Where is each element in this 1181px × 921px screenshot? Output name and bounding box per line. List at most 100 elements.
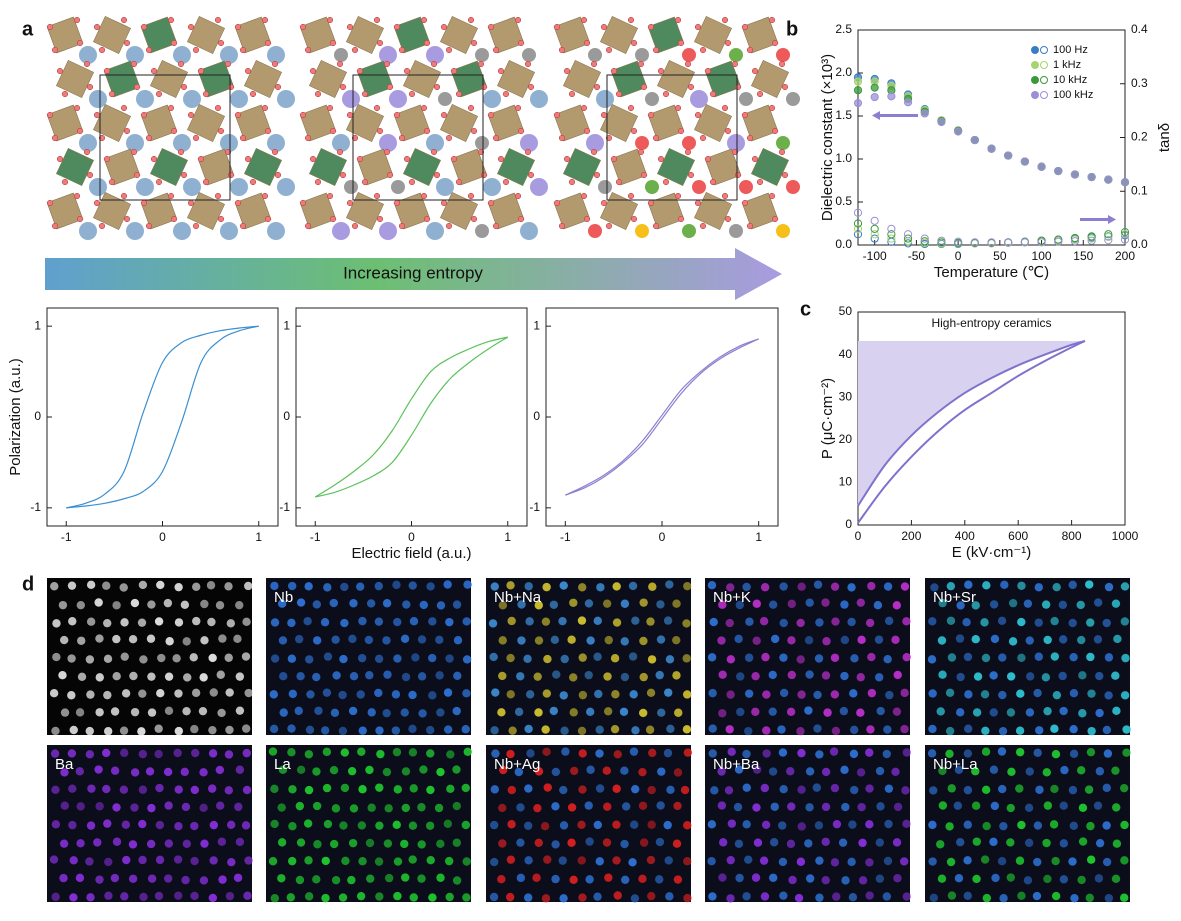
oxygen	[721, 192, 729, 200]
atom-column	[882, 749, 891, 759]
atom-column	[409, 893, 418, 902]
atom-column	[321, 726, 330, 735]
eds-map: Nb+Na	[486, 578, 692, 736]
atom-column	[778, 821, 787, 830]
atom-column	[199, 768, 208, 777]
atom-column	[419, 765, 428, 774]
atom-column	[595, 784, 605, 793]
atom-column	[322, 747, 332, 757]
y-tick-label: -1	[30, 500, 41, 514]
atom-column	[525, 690, 535, 699]
atom-column	[498, 601, 508, 610]
cation	[332, 222, 350, 240]
atom-column	[1052, 582, 1061, 592]
axis-arrow	[872, 111, 918, 120]
oxygen	[746, 46, 754, 54]
atom-column	[418, 709, 427, 718]
atom-column	[428, 617, 437, 626]
atom-column	[348, 706, 358, 716]
atom-column	[506, 581, 515, 590]
oxygen	[756, 178, 764, 186]
atom-column	[1068, 785, 1078, 795]
atom-column	[893, 873, 902, 883]
oxygen	[202, 178, 210, 186]
atom-column	[744, 689, 754, 698]
atom-column	[382, 599, 392, 608]
atom-column	[884, 819, 893, 829]
atom-column	[517, 636, 526, 645]
x-tick-label: 800	[1062, 529, 1082, 543]
atom-column	[832, 892, 841, 901]
atom-column	[787, 599, 796, 609]
atom-column	[192, 616, 201, 626]
oxygen	[123, 39, 131, 47]
oxygen	[234, 23, 242, 31]
eds-map: Nb+La	[925, 745, 1131, 903]
atom-column	[174, 726, 184, 736]
atom-column	[604, 635, 613, 645]
atom-column	[902, 617, 911, 626]
atom-column	[304, 856, 313, 865]
atom-column	[86, 893, 95, 902]
atom-column	[452, 801, 462, 811]
octahedron	[741, 104, 779, 142]
atom-column	[761, 820, 771, 829]
atom-column	[321, 856, 330, 866]
atom-column	[982, 581, 991, 590]
atom-column	[865, 820, 874, 829]
atom-column	[384, 804, 393, 813]
atom-column	[312, 767, 321, 776]
atom-column	[797, 748, 806, 758]
entropy-arrow	[45, 248, 782, 300]
oxygen	[86, 83, 94, 91]
atom-column	[893, 670, 902, 680]
atom-column	[146, 839, 156, 849]
data-point	[987, 144, 996, 153]
atom-column	[542, 689, 552, 698]
atom-column	[947, 653, 957, 662]
octahedron	[599, 191, 639, 231]
atom-column	[383, 670, 392, 679]
eds-map: Ba	[47, 745, 253, 903]
atom-column	[1112, 706, 1121, 716]
atom-column	[157, 653, 166, 663]
atom-column	[742, 749, 751, 759]
atom-column	[1077, 766, 1086, 775]
atom-column	[491, 749, 500, 758]
atom-column	[147, 874, 157, 883]
atom-column	[1059, 801, 1068, 810]
atom-column	[628, 858, 637, 867]
atom-column	[596, 583, 605, 592]
atom-column	[840, 671, 849, 681]
atom-column	[190, 821, 199, 831]
oxygen	[326, 104, 334, 112]
atom-column	[726, 690, 735, 699]
atom-column	[812, 783, 822, 792]
atom-column	[304, 582, 313, 591]
atom-column	[241, 724, 251, 733]
atom-column	[928, 689, 937, 698]
atom-column	[1113, 634, 1122, 644]
oxygen	[768, 192, 776, 200]
legend-label: 100 Hz	[1053, 44, 1088, 56]
atom-column	[796, 655, 805, 664]
oxygen	[150, 155, 158, 163]
atom-column	[751, 873, 761, 882]
atom-column	[1078, 803, 1088, 813]
octahedron	[356, 60, 394, 98]
atom-column	[725, 725, 734, 734]
atom-column	[1103, 749, 1113, 758]
oxygen	[423, 39, 431, 47]
atom-column	[1042, 768, 1051, 777]
cation	[89, 90, 107, 108]
atom-column	[294, 634, 304, 644]
atom-column	[86, 617, 96, 626]
atom-column	[883, 655, 892, 664]
oxygen	[155, 178, 163, 186]
atom-column	[225, 688, 234, 697]
atom-column	[206, 581, 216, 590]
atom-column	[656, 801, 665, 810]
atom-column	[1086, 855, 1096, 864]
data-point	[920, 234, 929, 243]
octahedron	[140, 192, 178, 230]
